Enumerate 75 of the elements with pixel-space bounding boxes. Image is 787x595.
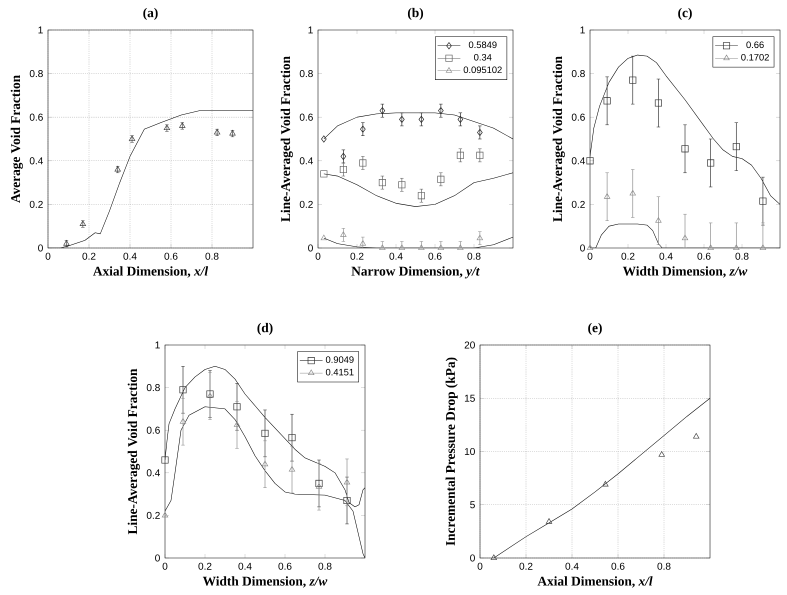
x-tick-label: 0.2 — [519, 562, 532, 570]
x-tick-label: 0.6 — [164, 252, 178, 260]
x-tick-label: 0.6 — [278, 562, 292, 570]
y-tick-label: 0.6 — [300, 114, 313, 121]
y-tick-label: 1 — [155, 342, 160, 348]
legend-label: 0.34 — [474, 54, 492, 61]
chart-title: (d) — [257, 322, 273, 335]
y-tick-label: 0.2 — [300, 200, 313, 208]
y-tick-label: 1 — [580, 26, 585, 34]
y-tick-label: 1 — [38, 26, 43, 34]
y-tick-label: 20 — [464, 341, 475, 349]
y-tick-label: 0 — [155, 554, 160, 562]
x-tick-label: 0 — [162, 562, 168, 570]
x-axis-title: Axial Dimension, x/l — [538, 576, 653, 588]
x-tick-label: 0.4 — [565, 562, 579, 570]
chart-title: (a) — [143, 8, 158, 20]
y-tick-label: 0.6 — [572, 114, 585, 121]
legend-label: 0.66 — [746, 41, 764, 48]
x-tick-label: 0.4 — [123, 252, 137, 260]
y-tick-label: 0.4 — [572, 157, 586, 164]
y-tick-label: 0 — [308, 244, 313, 252]
legend-label: 0.9049 — [326, 356, 354, 363]
x-tick-label: 0.2 — [621, 252, 634, 260]
y-tick-label: 0.4 — [300, 157, 314, 164]
y-tick-label: 10 — [464, 448, 475, 456]
x-tick-label: 0.4 — [238, 562, 252, 570]
legend-label: 0.4151 — [326, 368, 354, 376]
legend-label: 0.5849 — [468, 41, 497, 48]
x-tick-label: 0.8 — [318, 562, 332, 570]
x-axis-title: Width Dimension, z/w — [622, 266, 748, 278]
x-tick-label: 0.2 — [82, 252, 96, 260]
chart-title: (c) — [678, 8, 692, 20]
y-tick-label: 0 — [38, 244, 43, 252]
x-tick-label: 0 — [588, 252, 592, 260]
x-tick-label: 0.2 — [198, 562, 212, 570]
y-tick-label: 0.4 — [30, 157, 43, 164]
x-tick-label: 0.4 — [389, 252, 403, 260]
y-tick-label: 0.6 — [146, 426, 160, 434]
x-tick-label: 0.8 — [735, 252, 749, 260]
legend-label: 0.095102 — [464, 66, 502, 74]
x-tick-label: 0 — [46, 252, 50, 260]
y-tick-label: 0 — [470, 554, 475, 562]
y-tick-label: 0.8 — [300, 70, 313, 78]
legend-label: 0.1702 — [741, 54, 769, 61]
y-tick-label: 0.8 — [30, 70, 43, 78]
x-tick-label: 0.8 — [205, 252, 219, 260]
x-axis-title: Width Dimension, z/w — [202, 576, 328, 588]
x-axis-title: Axial Dimension, x/l — [93, 266, 208, 278]
y-axis-title: Incremental Pressure Drop (kPa) — [446, 358, 458, 546]
y-tick-label: 15 — [464, 394, 475, 402]
y-tick-label: 0.2 — [146, 512, 160, 519]
x-tick-label: 0.6 — [611, 562, 625, 570]
y-tick-label: 0.8 — [146, 384, 160, 392]
x-axis-title: Narrow Dimension, y/t — [351, 266, 480, 278]
x-tick-label: 0.6 — [697, 252, 711, 260]
y-tick-label: 0.6 — [30, 114, 43, 121]
y-axis-title: Line-Averaged Void Fraction — [128, 368, 140, 534]
y-axis-title: Line-Averaged Void Fraction — [552, 56, 565, 222]
y-tick-label: 0.2 — [30, 200, 43, 208]
y-axis-title: Average Void Fraction — [10, 75, 23, 203]
y-tick-label: 0.8 — [572, 70, 585, 78]
x-tick-label: 0.4 — [659, 252, 673, 260]
y-tick-label: 5 — [470, 501, 475, 508]
y-tick-label: 1 — [308, 26, 313, 34]
x-tick-label: 0.6 — [428, 252, 442, 260]
y-axis-title: Line-Averaged Void Fraction — [280, 56, 293, 222]
x-tick-label: 0.8 — [657, 562, 671, 570]
x-tick-label: 0 — [316, 252, 320, 260]
y-tick-label: 0.4 — [146, 469, 160, 476]
x-tick-label: 0 — [478, 562, 482, 570]
y-tick-label: 0 — [580, 244, 585, 252]
y-tick-label: 0.2 — [572, 200, 585, 208]
chart-title: (e) — [588, 322, 602, 335]
chart-title: (b) — [408, 8, 424, 20]
x-tick-label: 0.2 — [350, 252, 364, 260]
